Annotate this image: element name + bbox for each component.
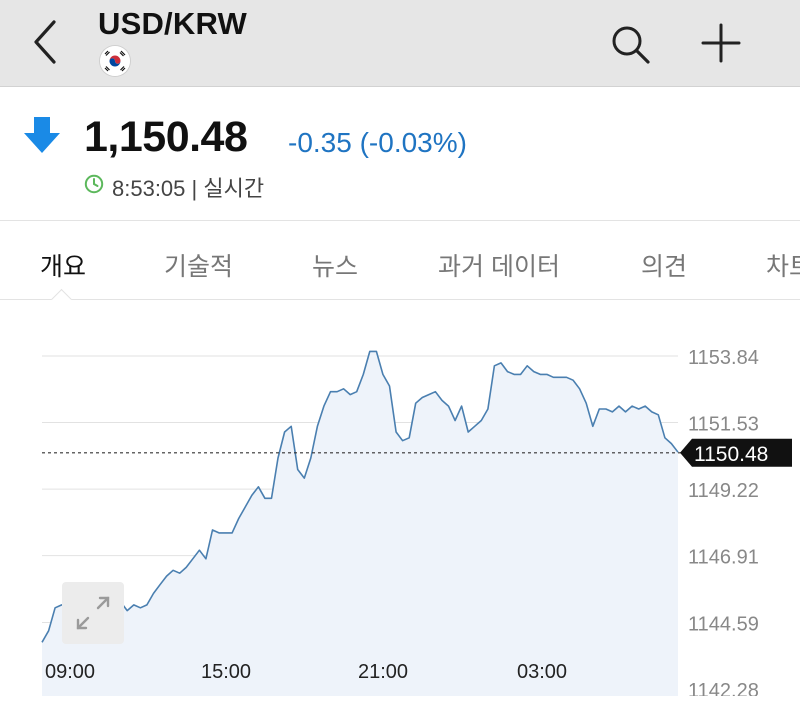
price-chart[interactable]: 1153.84 1151.53 1149.22 1146.91 1144.59 1142.…	[0, 300, 800, 701]
x-tick-label: 15:00	[201, 661, 251, 683]
top-app-bar: USD/KRW	[0, 0, 800, 87]
plus-icon	[701, 23, 741, 63]
current-value-badge	[680, 438, 792, 467]
series-line	[41, 350, 679, 643]
series-area	[42, 351, 678, 696]
y-tick-label: 1149.22	[688, 480, 759, 502]
tab-chart[interactable]: 차트	[766, 253, 800, 281]
x-tick-label: 21:00	[358, 661, 408, 683]
search-icon	[612, 26, 650, 64]
current-price: 1,150.48	[84, 113, 248, 161]
tab-opinion[interactable]: 의견	[641, 253, 688, 281]
tab-historical-data[interactable]: 과거 데이터	[438, 253, 560, 281]
chevron-left-icon	[34, 20, 56, 64]
add-button[interactable]	[698, 20, 744, 66]
quote-panel: 1,150.48 -0.35 (-0.03%) 8:53:05 | 실시간	[0, 87, 800, 221]
clock-icon	[84, 174, 104, 194]
y-tick-label: 1144.59	[688, 613, 759, 635]
expand-arrows-icon	[76, 596, 110, 630]
tab-technical[interactable]: 기술적	[164, 253, 234, 281]
search-button[interactable]	[608, 22, 654, 68]
price-change: -0.35 (-0.03%)	[288, 127, 467, 158]
x-tick-label: 09:00	[45, 661, 95, 683]
south-korea-flag-icon	[100, 46, 130, 76]
tab-overview[interactable]: 개요	[40, 253, 87, 281]
tab-news[interactable]: 뉴스	[312, 253, 359, 281]
chart-svg: 1153.84 1151.53 1149.22 1146.91 1144.59 1142.…	[41, 347, 792, 701]
y-tick-label: 1142.28	[688, 680, 759, 696]
y-tick-label: 1153.84	[688, 347, 759, 369]
expand-chart-button[interactable]	[62, 582, 124, 644]
current-value-label: 1150.48	[694, 443, 768, 466]
y-tick-label: 1146.91	[688, 547, 759, 569]
x-tick-label: 03:00	[517, 661, 567, 683]
quote-time: 8:53:05 | 실시간	[112, 176, 265, 201]
y-tick-label: 1151.53	[688, 414, 759, 436]
page-title: USD/KRW	[98, 6, 247, 41]
back-button[interactable]	[26, 16, 66, 68]
arrow-down-icon	[24, 117, 60, 153]
tab-bar: 개요 기술적 뉴스 과거 데이터 의견 차트	[0, 221, 800, 300]
